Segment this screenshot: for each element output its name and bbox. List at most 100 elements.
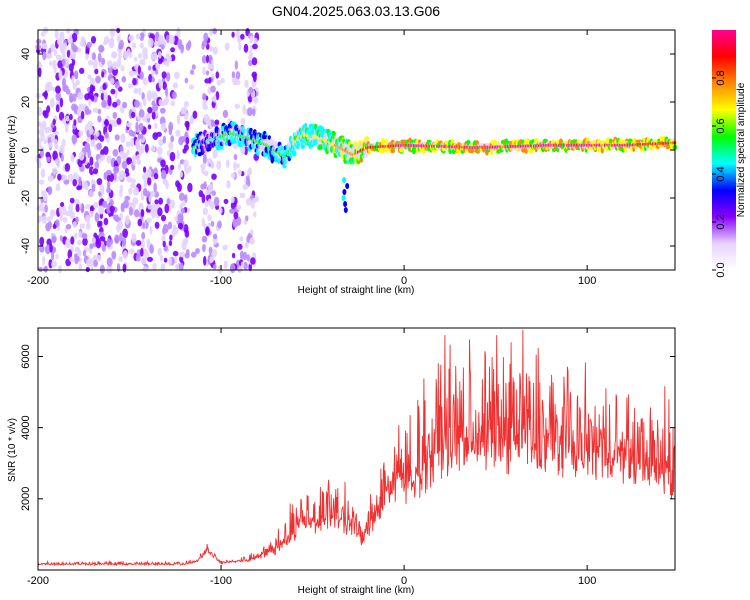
spectrogram-noise-blob (246, 254, 250, 262)
spectrogram-noise-blob (171, 91, 177, 99)
spectrogram-noise-blob (251, 71, 258, 79)
snr-x-ticks: -200 -100 0 100 (27, 328, 596, 587)
spectrogram-noise-blob (158, 79, 163, 89)
spectrogram-noise-blob (69, 113, 73, 121)
spectrogram-noise-blob (210, 119, 215, 127)
spectrogram-noise-blob (224, 42, 230, 51)
spectrogram-noise-blob (62, 216, 68, 223)
spectrogram-noise-blob (154, 199, 159, 205)
spectrogram-noise-blob (59, 144, 65, 154)
spectrogram-noise-blob (210, 161, 215, 169)
spectrogram-noise-blob (155, 31, 160, 38)
spectrogram-noise-blob (184, 194, 188, 204)
spectrogram-noise-blob (239, 192, 246, 199)
spectrogram-noise-blob (107, 180, 111, 190)
spectrogram-noise-blob (92, 236, 96, 244)
spectrogram-noise-blob (200, 183, 207, 190)
spectrogram-noise-blob (139, 133, 144, 140)
spectrogram-noise-blob (242, 184, 249, 190)
spectrogram-noise-blob (142, 222, 146, 229)
spectrogram-noise-blob (248, 55, 252, 61)
spectrogram-noise-blob (146, 93, 152, 102)
spectrogram-noise-blob (149, 244, 154, 254)
spectrogram-noise-blob (117, 220, 123, 230)
spectrogram-noise-blob (207, 214, 212, 222)
spectrogram-noise-blob (38, 128, 45, 136)
spectrogram-noise-blob (35, 38, 42, 45)
x-tick-label: -100 (210, 575, 232, 587)
spectrogram-noise-blob (80, 203, 85, 214)
spectrogram-noise-blob (67, 36, 73, 45)
spectrogram-noise-blob (166, 197, 171, 205)
spectrogram-noise-blob (73, 172, 78, 181)
spectrogram-noise-blob (99, 264, 105, 274)
spectrogram-noise-blob (132, 197, 139, 205)
spectrogram-noise-blob (230, 196, 235, 204)
spectrogram-noise-blob (57, 60, 64, 69)
spectrogram-noise-blob (95, 254, 102, 262)
spectrogram-noise-blob (169, 34, 175, 45)
spectrogram-noise-blob (177, 213, 184, 223)
spectrogram-noise-blob (170, 100, 175, 107)
spectrogram-noise-blob (88, 97, 92, 107)
spectrogram-noise-blob (179, 171, 183, 178)
spectrogram-noise-blob (96, 142, 102, 150)
colorbar-tick-label: 0.0 (715, 262, 727, 277)
spectrogram-noise-blob (99, 184, 105, 194)
spectrogram-noise-blob (187, 182, 193, 193)
spectrogram-noise-blob (112, 111, 118, 119)
spectrogram-noise-blob (74, 198, 80, 206)
spectrogram-noise-blob (99, 135, 105, 142)
spectrogram-noise-blob (135, 240, 142, 246)
spectrogram-noise-blob (79, 223, 86, 229)
spectrogram-noise-blob (112, 101, 118, 108)
spectrogram-noise-blob (128, 187, 133, 195)
spectrogram-noise-blob (128, 129, 134, 137)
spectrogram-noise-blob (121, 160, 128, 170)
spectrogram-noise-blob (237, 243, 243, 250)
spectrogram-noise-blob (85, 222, 91, 230)
spectrogram-noise-blob (87, 74, 92, 80)
spectrogram-noise-blob (48, 142, 53, 149)
spectrogram-noise-blob (187, 40, 192, 49)
spectrogram-noise-blob (210, 85, 216, 93)
spectrogram-noise-blob (163, 60, 168, 66)
y-tick-label: 4000 (20, 415, 32, 439)
spectrogram-noise-blob (178, 192, 185, 201)
spectrogram-noise-blob (168, 240, 173, 247)
spectrogram-noise-blob (140, 143, 145, 154)
spectrogram-noise-blob (132, 154, 138, 161)
spectrogram-y-axis-label: Frequency (Hz) (7, 116, 18, 185)
spectrogram-noise-blob (247, 107, 253, 117)
spectrogram-noise-blob (114, 134, 120, 141)
spectrogram-noise-blob (138, 53, 143, 59)
spectrogram-noise-blob (106, 257, 113, 267)
spectrogram-noise-blob (154, 41, 160, 47)
spectrogram-noise-blob (222, 244, 228, 251)
spectrogram-noise-blob (44, 204, 48, 213)
spectrogram-noise-blob (94, 68, 99, 75)
spectrogram-noise-blob (95, 75, 101, 84)
spectrogram-noise-blob (89, 156, 94, 166)
spectrogram-noise-blob (93, 232, 98, 239)
spectrogram-noise-blob (135, 33, 141, 40)
spectrogram-noise-blob (207, 198, 212, 206)
spectrogram-noise-blob (74, 246, 80, 252)
spectrogram-noise-blob (106, 187, 112, 194)
spectrogram-noise-blob (147, 177, 152, 186)
spectrogram-noise-blob (243, 261, 248, 270)
spectrogram-noise-blob (170, 135, 175, 143)
spectrogram-noise-blob (96, 234, 100, 245)
spectrogram-signal-blob (331, 130, 336, 137)
spectrogram-noise-blob (240, 261, 245, 269)
spectrogram-noise-blob (223, 198, 229, 204)
spectrogram-noise-blob (212, 233, 218, 240)
spectrogram-noise-blob (99, 154, 105, 161)
spectrogram-noise-blob (140, 257, 147, 265)
spectrogram-noise-blob (147, 65, 152, 71)
spectrogram-noise-blob (135, 121, 139, 132)
spectrogram-noise-blob (139, 42, 144, 49)
spectrogram-noise-blob (130, 178, 136, 184)
spectrogram-noise-blob (168, 256, 172, 267)
spectrogram-noise-blob (58, 111, 65, 121)
